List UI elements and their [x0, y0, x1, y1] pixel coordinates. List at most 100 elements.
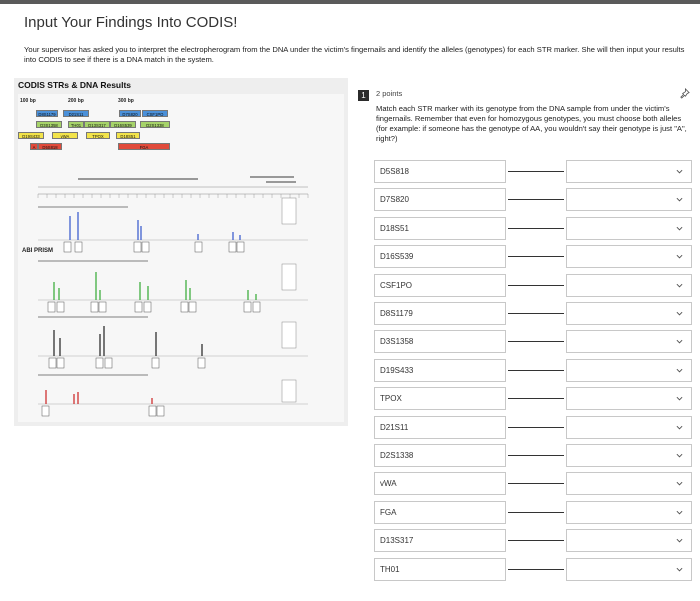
genotype-select[interactable]: [566, 245, 692, 269]
match-connector: [508, 199, 564, 201]
match-connector: [508, 369, 564, 371]
genotype-select[interactable]: [566, 160, 692, 183]
locus-box: vWA: [52, 132, 78, 139]
bp-label: 300 bp: [118, 98, 134, 104]
marker-label: D5S818: [374, 160, 506, 183]
match-connector: [508, 426, 564, 428]
chevron-down-icon: [676, 425, 683, 430]
match-row: D21S11: [374, 415, 692, 439]
match-connector: [508, 455, 564, 456]
genotype-select[interactable]: [566, 330, 692, 354]
genotype-select[interactable]: [566, 557, 692, 581]
match-connector: [508, 540, 564, 542]
top-bar: [0, 0, 700, 4]
genotype-select[interactable]: [566, 216, 692, 240]
locus-box: TH01: [68, 121, 84, 128]
marker-label: D16S539: [374, 245, 506, 269]
marker-label: TH01: [374, 557, 506, 581]
pin-icon[interactable]: [679, 88, 690, 99]
question-points: 2 points: [376, 89, 403, 98]
marker-label: D19S433: [374, 358, 506, 382]
match-row: D18S51: [374, 216, 692, 240]
locus-box: D7S820: [119, 110, 141, 117]
locus-box: A: [30, 143, 38, 150]
chevron-down-icon: [676, 539, 683, 543]
match-row: FGA: [374, 500, 692, 524]
genotype-select[interactable]: [566, 387, 692, 411]
intro-text: Your supervisor has asked you to interpr…: [24, 45, 685, 64]
marker-label: TPOX: [374, 387, 506, 411]
bp-label: 100 bp: [20, 98, 36, 104]
match-connector: [508, 227, 564, 229]
question-prompt: Match each STR marker with its genotype …: [376, 104, 687, 143]
chevron-down-icon: [676, 510, 683, 515]
locus-box: D21S11: [63, 110, 89, 117]
match-row: D19S433: [374, 358, 692, 382]
match-row: D16S539: [374, 245, 692, 269]
match-connector: [508, 171, 564, 172]
match-connector: [508, 511, 564, 513]
genotype-select[interactable]: [566, 273, 692, 297]
match-row: CSF1PO: [374, 273, 692, 297]
match-row: D3S1358: [374, 330, 692, 354]
question-number: 1: [358, 90, 369, 101]
locus-box: D5S818: [38, 143, 62, 150]
match-row: vWA: [374, 472, 692, 496]
figure-panel: 100 bp 200 bp 300 bp D8S1179 D21S11 D7S8…: [18, 94, 344, 422]
codis-figure: CODIS STRs & DNA Results 100 bp 200 bp 3…: [14, 78, 348, 426]
chevron-down-icon: [676, 283, 683, 288]
marker-label: D21S11: [374, 415, 506, 439]
locus-box: D16S539: [110, 121, 136, 128]
match-connector: [508, 398, 564, 400]
marker-label: CSF1PO: [374, 273, 506, 297]
genotype-select[interactable]: [566, 358, 692, 382]
chevron-down-icon: [676, 482, 683, 486]
marker-label: vWA: [374, 472, 506, 496]
marker-label: D18S51: [374, 216, 506, 240]
bp-label: 200 bp: [68, 98, 84, 104]
figure-title: CODIS STRs & DNA Results: [18, 80, 132, 90]
locus-box: D3S1358: [36, 121, 62, 128]
genotype-select[interactable]: [566, 472, 692, 496]
genotype-select[interactable]: [566, 302, 692, 325]
abi-prism-logo: ABI PRISM: [22, 248, 54, 254]
match-row: D7S820: [374, 188, 692, 212]
match-row: D2S1338: [374, 444, 692, 467]
match-connector: [508, 313, 564, 314]
match-row: D8S1179: [374, 302, 692, 325]
chevron-down-icon: [676, 226, 683, 231]
locus-box: D8S1179: [36, 110, 58, 117]
marker-label: FGA: [374, 500, 506, 524]
match-connector: [508, 483, 564, 485]
genotype-select[interactable]: [566, 415, 692, 439]
chevron-down-icon: [676, 340, 683, 344]
genotype-select[interactable]: [566, 529, 692, 553]
match-row: TH01: [374, 557, 692, 581]
marker-label: D3S1358: [374, 330, 506, 354]
electropherogram: [37, 176, 309, 417]
locus-box: D19S433: [18, 132, 44, 139]
match-row: D13S317: [374, 529, 692, 553]
chevron-down-icon: [676, 169, 683, 174]
genotype-select[interactable]: [566, 500, 692, 524]
locus-box: D2S1338: [140, 121, 170, 128]
genotype-select[interactable]: [566, 188, 692, 212]
locus-box: CSF1PO: [142, 110, 168, 117]
match-connector: [508, 256, 564, 258]
chevron-down-icon: [676, 368, 683, 373]
locus-box: TPOX: [86, 132, 110, 139]
chevron-down-icon: [676, 311, 683, 316]
chevron-down-icon: [676, 453, 683, 458]
match-connector: [508, 341, 564, 343]
marker-label: D13S317: [374, 529, 506, 553]
locus-box: D18S51: [116, 132, 140, 139]
page-title: Input Your Findings Into CODIS!: [24, 14, 238, 31]
genotype-select[interactable]: [566, 444, 692, 467]
chevron-down-icon: [676, 255, 683, 259]
chevron-down-icon: [676, 567, 683, 572]
chevron-down-icon: [676, 198, 683, 202]
match-row: D5S818: [374, 160, 692, 183]
locus-box: FGA: [118, 143, 170, 150]
match-row: TPOX: [374, 387, 692, 411]
match-connector: [508, 284, 564, 286]
